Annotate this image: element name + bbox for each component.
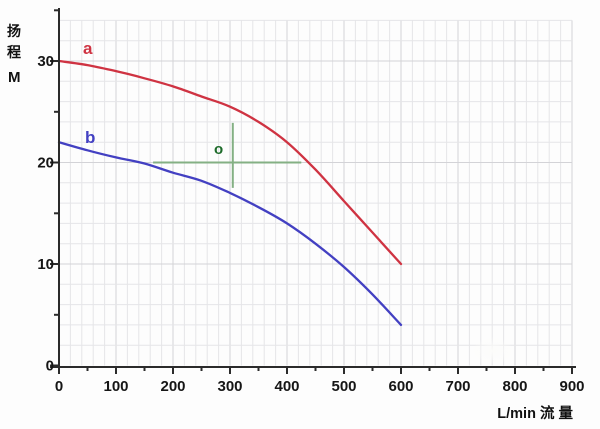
y-axis-unit-label: M	[8, 69, 21, 86]
x-tick-label: 800	[502, 378, 527, 395]
y-axis-title-char-1: 扬	[7, 23, 21, 39]
x-tick-label: 700	[445, 378, 470, 395]
y-tick-label: 0	[46, 358, 54, 375]
y-tick-label: 30	[37, 53, 54, 70]
curve-b-label: b	[85, 128, 96, 147]
x-tick-label: 0	[55, 378, 63, 395]
x-axis-title: L/min 流 量	[497, 406, 573, 422]
curve-b	[57, 141, 403, 327]
x-tick-label: 300	[217, 378, 242, 395]
y-tick-label: 10	[37, 256, 54, 273]
curve-a-label: a	[83, 39, 93, 58]
x-tick-label: 600	[388, 378, 413, 395]
y-axis-title-char-2: 程	[7, 44, 21, 60]
y-tick-label: 20	[37, 155, 54, 172]
x-tick-label: 400	[274, 378, 299, 395]
watermark-smudge	[472, 337, 514, 365]
operating-point-label: o	[214, 141, 224, 158]
x-tick-label: 100	[103, 378, 128, 395]
curve-a	[57, 59, 403, 266]
x-tick-label: 200	[160, 378, 185, 395]
x-tick-label: 900	[559, 378, 584, 395]
x-tick-label: 500	[331, 378, 356, 395]
